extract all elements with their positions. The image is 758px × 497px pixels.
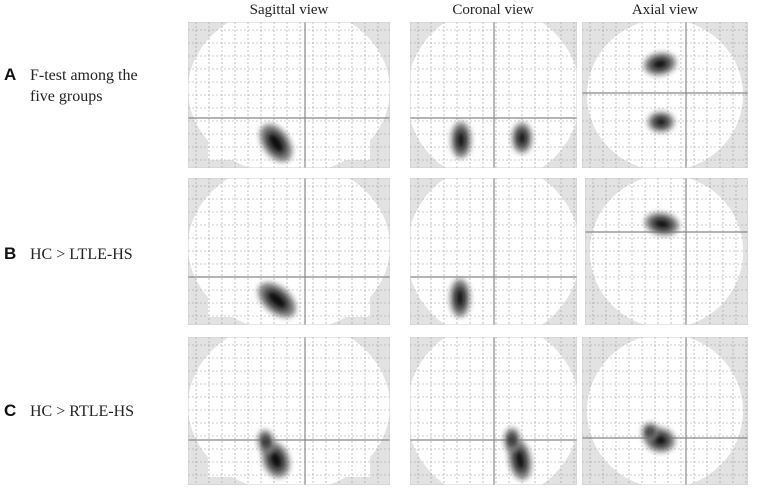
column-header: Axial view — [632, 2, 698, 18]
brain-panel — [410, 178, 577, 325]
activation-blob — [269, 450, 283, 470]
activation-blob — [517, 130, 527, 146]
activation-blob — [652, 218, 672, 230]
activation-blob — [263, 436, 269, 448]
row-label: HC > LTLE-HS — [30, 246, 133, 263]
row-label: five groups — [30, 88, 102, 105]
column-header: Sagittal view — [250, 2, 329, 18]
brain-outline — [587, 22, 743, 168]
activation-blob — [509, 434, 515, 446]
activation-blob — [651, 58, 669, 70]
row-letter: C — [4, 401, 16, 420]
brain-panel — [410, 22, 577, 168]
brain-panel — [410, 337, 577, 485]
brain-panel — [582, 22, 748, 168]
activation-blob — [267, 132, 285, 154]
activation-blob — [647, 428, 653, 436]
row-letter: A — [4, 65, 16, 84]
row-label: F-test among the — [30, 67, 138, 84]
activation-blob — [514, 448, 526, 472]
column-header: Coronal view — [452, 2, 533, 18]
activation-blob — [455, 287, 465, 309]
brain-panel — [188, 22, 390, 168]
brain-panel — [585, 178, 748, 325]
row-letter: B — [4, 244, 16, 263]
brain-panel — [188, 337, 390, 485]
activation-blob — [456, 130, 466, 150]
brain-outline — [587, 337, 743, 485]
row-label: HC > RTLE-HS — [30, 403, 134, 420]
brain-panel — [582, 337, 748, 485]
brain-panel — [188, 178, 390, 325]
activation-blob — [266, 290, 288, 310]
brain-outline — [589, 178, 744, 325]
activation-blob — [654, 117, 668, 127]
